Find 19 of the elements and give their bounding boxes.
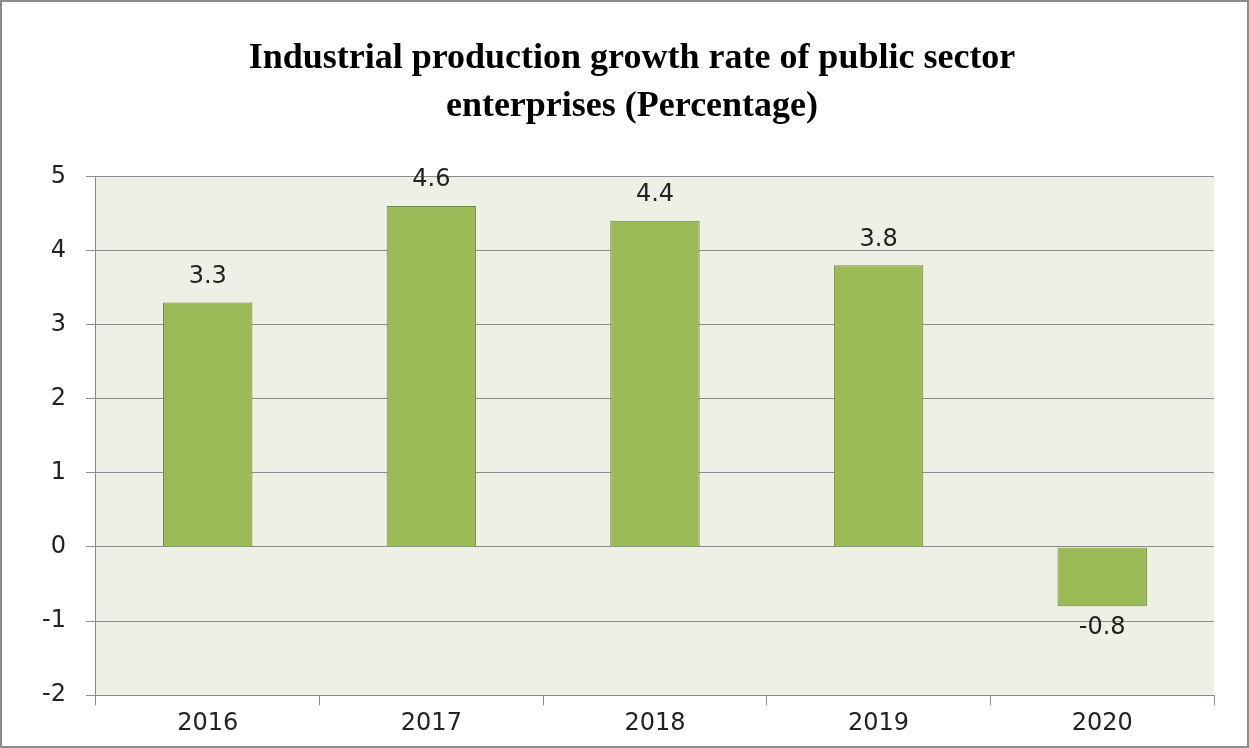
x-tick-label: 2018: [624, 707, 686, 736]
x-tick-label: 2017: [400, 707, 462, 736]
data-label: 4.4: [635, 179, 675, 208]
y-tick-label: -1: [41, 605, 66, 634]
data-label: 3.3: [188, 260, 227, 289]
y-tick-label: 3: [50, 308, 66, 337]
y-tick-label: 5: [50, 160, 66, 189]
y-tick-label: 0: [50, 531, 66, 560]
data-label: -0.8: [1078, 612, 1126, 641]
y-tick-label: 4: [50, 234, 66, 263]
x-tick-label: 2019: [848, 707, 910, 736]
x-tick-label: 2016: [177, 707, 239, 736]
y-tick-label: 1: [50, 457, 66, 486]
data-label: 3.8: [859, 223, 898, 252]
data-label: 4.6: [412, 164, 451, 193]
y-tick-label: -2: [41, 679, 66, 708]
y-tick-label: 2: [50, 382, 66, 411]
x-tick-label: 2020: [1071, 707, 1133, 736]
chart-title: Industrial production growth rate of public sector enterprises (Percentage): [247, 35, 1017, 126]
